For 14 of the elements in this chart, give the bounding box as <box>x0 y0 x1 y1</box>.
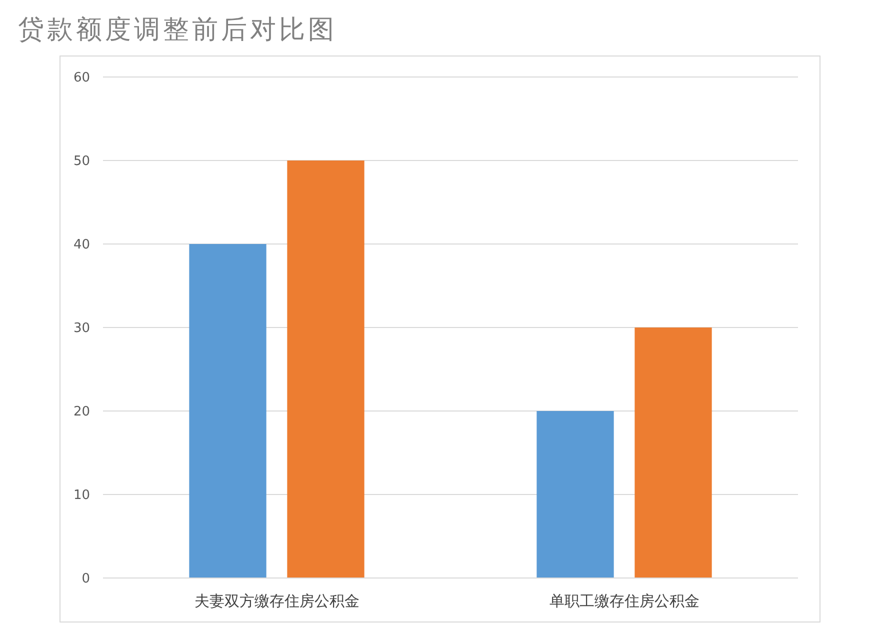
bar <box>189 244 266 578</box>
bar <box>287 160 364 578</box>
y-tick-label: 10 <box>73 488 90 504</box>
bar <box>634 328 712 578</box>
y-tick-label: 60 <box>73 70 90 86</box>
x-tick-label: 夫妻双方缴存住房公积金 <box>194 592 360 610</box>
y-tick-label: 20 <box>73 404 90 420</box>
x-tick-label: 单职工缴存住房公积金 <box>549 592 700 610</box>
chart-title: 贷款额度调整前后对比图 <box>18 15 337 45</box>
y-tick-label: 50 <box>73 154 90 170</box>
y-tick-label: 40 <box>73 238 90 253</box>
y-tick-label: 30 <box>73 321 90 336</box>
bar <box>536 411 614 578</box>
y-tick-label: 0 <box>82 572 90 587</box>
